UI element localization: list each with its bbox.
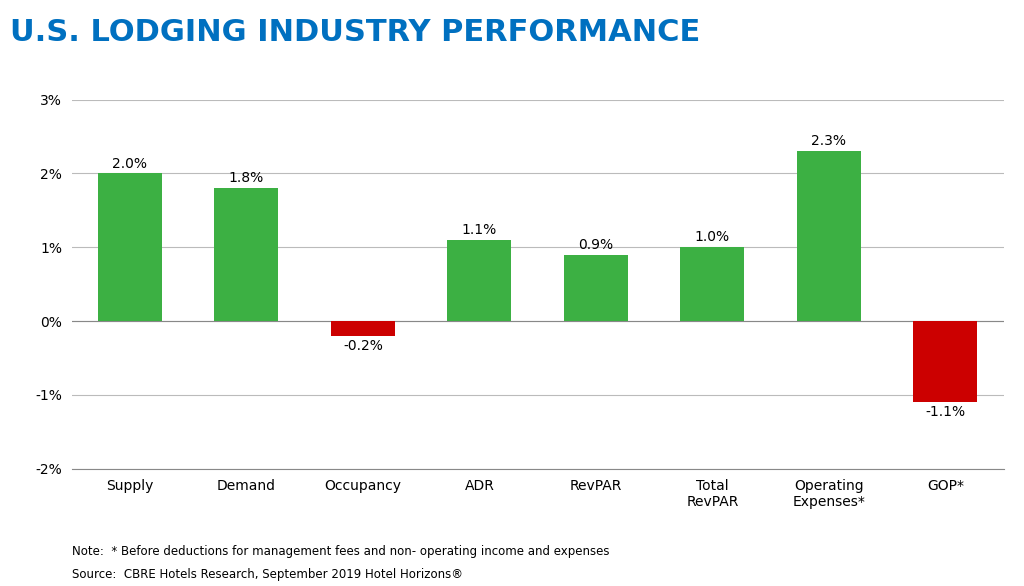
Text: 2.0%: 2.0%: [113, 156, 147, 171]
Bar: [564, 255, 628, 321]
Text: Source:  CBRE Hotels Research, September 2019 Hotel Horizons®: Source: CBRE Hotels Research, September …: [72, 568, 463, 581]
Bar: [680, 247, 744, 321]
Bar: [214, 188, 279, 321]
Text: 1.1%: 1.1%: [462, 223, 497, 237]
Text: 0.9%: 0.9%: [579, 238, 613, 252]
Bar: [797, 151, 861, 321]
Text: U.S. LODGING INDUSTRY PERFORMANCE: U.S. LODGING INDUSTRY PERFORMANCE: [10, 18, 700, 46]
Text: Forecast Change – 2018 to 2019: Forecast Change – 2018 to 2019: [20, 73, 268, 88]
Text: -0.2%: -0.2%: [343, 339, 383, 353]
Bar: [331, 321, 395, 336]
Text: 1.8%: 1.8%: [228, 171, 264, 185]
Bar: [98, 173, 162, 321]
Text: -1.1%: -1.1%: [926, 406, 966, 420]
Bar: [447, 240, 511, 321]
Text: Note:  * Before deductions for management fees and non- operating income and exp: Note: * Before deductions for management…: [72, 545, 609, 558]
Text: 1.0%: 1.0%: [694, 230, 730, 244]
Text: 2.3%: 2.3%: [811, 134, 846, 148]
Bar: [913, 321, 977, 403]
